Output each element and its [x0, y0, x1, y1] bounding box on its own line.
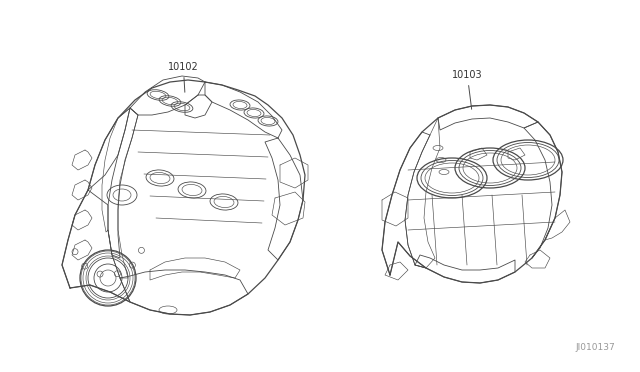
Text: 10102: 10102 [168, 62, 199, 92]
Text: JI010137: JI010137 [575, 343, 615, 352]
Text: 10103: 10103 [452, 70, 483, 109]
